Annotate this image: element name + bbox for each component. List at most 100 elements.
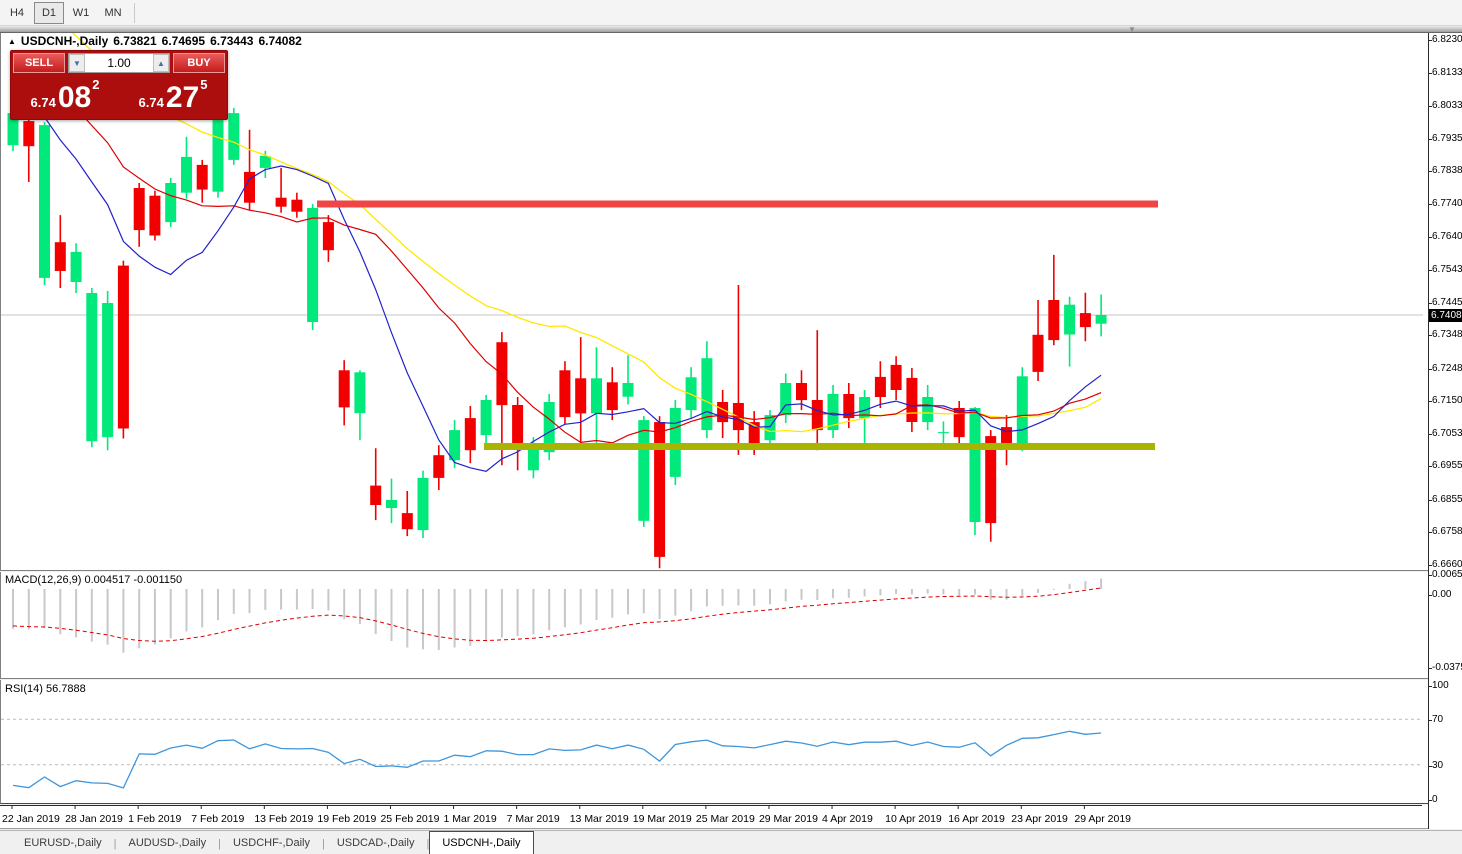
svg-text:4 Apr 2019: 4 Apr 2019 — [822, 813, 873, 825]
chart-title-close: 6.74082 — [258, 34, 302, 48]
price-axis-label: 6.82305 — [1432, 33, 1462, 45]
axis-tick — [1429, 401, 1432, 403]
tab-audusd-daily[interactable]: AUDUSD-,Daily — [128, 837, 207, 849]
date-axis[interactable]: 22 Jan 2019 28 Jan 2019 1 Feb 2019 7 Feb 20… — [0, 805, 1428, 829]
tab-usdcnh-daily[interactable]: USDCNH-,Daily — [429, 831, 534, 854]
axis-tick — [1429, 575, 1432, 577]
volume-decrease-button[interactable]: ▼ — [69, 54, 85, 72]
axis-tick — [1429, 335, 1432, 337]
timeframe-button-h4[interactable]: H4 — [9, 6, 25, 19]
axis-tick — [1429, 39, 1432, 41]
volume-increase-button[interactable]: ▲ — [153, 54, 169, 72]
macd-label: MACD(12,26,9) 0.004517 -0.001150 — [5, 574, 183, 586]
axis-tick — [1429, 532, 1432, 534]
svg-text:13 Mar 2019: 13 Mar 2019 — [570, 813, 629, 825]
svg-text:25 Mar 2019: 25 Mar 2019 — [696, 813, 755, 825]
axis-tick — [1429, 686, 1432, 687]
axis-tick — [1429, 800, 1432, 801]
axis-tick — [1429, 667, 1432, 669]
tab-usdchf-daily[interactable]: USDCHF-,Daily — [232, 837, 310, 849]
axis-tick — [1429, 499, 1432, 501]
price-axis-label: 6.69555 — [1432, 460, 1462, 472]
macd-axis-label: 0.00 — [1432, 589, 1452, 600]
price-axis[interactable]: 6.74082 6.82305 6.81330 6.80330 6.79355 6.78… — [1428, 33, 1462, 829]
window-top-strip — [0, 26, 1462, 33]
price-axis-label: 6.80330 — [1432, 100, 1462, 112]
timeframe-button-w1[interactable]: W1 — [72, 6, 90, 19]
chart-scroll-marker-icon[interactable]: ▼ — [1128, 25, 1136, 34]
svg-text:29 Mar 2019: 29 Mar 2019 — [759, 813, 818, 825]
chart-title-high: 6.74695 — [161, 34, 206, 48]
svg-text:22 Jan 2019: 22 Jan 2019 — [2, 813, 60, 825]
sell-price-big: 08 — [57, 81, 92, 114]
tab-separator: | — [426, 838, 430, 850]
collapse-panel-icon[interactable]: ▲ — [8, 36, 16, 46]
price-axis-label: 6.72480 — [1432, 362, 1462, 374]
rsi-label: RSI(14) 56.7888 — [5, 683, 86, 695]
sell-price[interactable]: 6.74 08 2 — [11, 75, 119, 117]
price-axis-label: 6.74455 — [1432, 296, 1462, 308]
axis-tick — [1429, 302, 1432, 304]
tab-usdcad-daily[interactable]: USDCAD-,Daily — [336, 837, 415, 849]
toolbar-separator — [134, 2, 135, 23]
axis-tick — [1429, 171, 1432, 173]
buy-price[interactable]: 6.74 27 5 — [119, 75, 227, 117]
buy-price-small: 6.74 — [138, 95, 164, 110]
svg-text:13 Feb 2019: 13 Feb 2019 — [254, 813, 313, 825]
chart-title-open: 6.73821 — [113, 34, 157, 48]
buy-button[interactable]: BUY — [173, 53, 225, 73]
sell-button[interactable]: SELL — [13, 53, 65, 73]
price-axis-label: 6.81330 — [1432, 66, 1462, 78]
axis-tick — [1429, 106, 1432, 108]
axis-tick — [1429, 595, 1432, 596]
macd-axis-label: -0.03757 — [1432, 661, 1462, 673]
sell-price-sup: 2 — [92, 77, 100, 92]
svg-text:1 Feb 2019: 1 Feb 2019 — [128, 813, 181, 825]
axis-tick — [1429, 203, 1432, 205]
tab-separator: | — [113, 838, 117, 850]
svg-text:7 Feb 2019: 7 Feb 2019 — [191, 813, 244, 825]
tab-eurusd-daily[interactable]: EURUSD-,Daily — [24, 837, 102, 849]
buy-price-big: 27 — [165, 81, 200, 114]
price-axis-label: 6.78380 — [1432, 165, 1462, 177]
one-click-trade-panel: SELL ▼ ▲ BUY 6.74 08 2 6.74 27 5 — [10, 50, 228, 120]
timeframe-button-mn[interactable]: MN — [104, 6, 122, 19]
axis-tick — [1429, 368, 1432, 370]
axis-tick — [1429, 138, 1432, 140]
price-axis-label: 6.70530 — [1432, 427, 1462, 439]
volume-stepper: ▼ ▲ — [68, 53, 170, 73]
current-price-tag: 6.74082 — [1429, 309, 1462, 322]
buy-price-sup: 5 — [200, 77, 208, 92]
svg-text:28 Jan 2019: 28 Jan 2019 — [65, 813, 123, 825]
rsi-axis-label: 0 — [1432, 794, 1438, 805]
axis-tick — [1429, 269, 1432, 271]
tab-separator: | — [218, 838, 221, 850]
volume-input[interactable] — [85, 56, 153, 70]
price-axis-label: 6.68555 — [1432, 493, 1462, 505]
svg-text:19 Mar 2019: 19 Mar 2019 — [633, 813, 692, 825]
rsi-panel[interactable] — [0, 680, 1428, 804]
macd-panel[interactable] — [0, 572, 1428, 679]
svg-text:7 Mar 2019: 7 Mar 2019 — [507, 813, 560, 825]
svg-text:19 Feb 2019: 19 Feb 2019 — [317, 813, 376, 825]
timeframe-button-d1[interactable]: D1 — [34, 1, 64, 24]
chart-title-symbol: USDCNH-,Daily — [20, 34, 109, 48]
svg-text:25 Feb 2019: 25 Feb 2019 — [380, 813, 439, 825]
svg-text:1 Mar 2019: 1 Mar 2019 — [444, 813, 497, 825]
sell-price-small: 6.74 — [30, 95, 56, 110]
axis-tick — [1429, 765, 1432, 767]
macd-axis-label: 0.006522 — [1432, 569, 1462, 581]
rsi-axis-label: 30 — [1432, 759, 1444, 771]
chart-title-low: 6.73443 — [210, 34, 254, 48]
price-axis-label: 6.77405 — [1432, 197, 1462, 209]
svg-text:16 Apr 2019: 16 Apr 2019 — [948, 813, 1005, 825]
price-chart-panel[interactable] — [0, 33, 1428, 571]
price-axis-label: 6.79355 — [1432, 132, 1462, 144]
symbol-tab-bar: EURUSD-,Daily | AUDUSD-,Daily | USDCHF-,Dail… — [0, 830, 1462, 854]
price-axis-label: 6.76405 — [1432, 231, 1462, 243]
timeframe-toolbar: H4 D1 W1 MN — [0, 0, 1462, 26]
rsi-axis-label: 100 — [1432, 680, 1449, 691]
price-axis-label: 6.71505 — [1432, 395, 1462, 407]
price-axis-label: 6.66605 — [1432, 559, 1462, 571]
